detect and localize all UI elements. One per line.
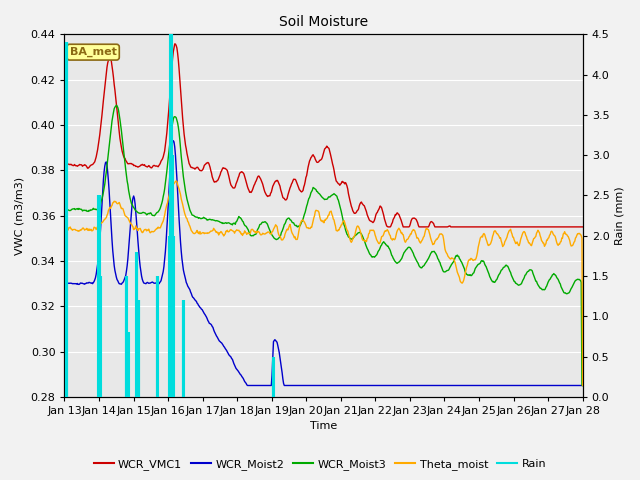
X-axis label: Time: Time [310,421,337,432]
Text: BA_met: BA_met [70,47,116,57]
Y-axis label: VWC (m3/m3): VWC (m3/m3) [15,177,25,254]
Title: Soil Moisture: Soil Moisture [279,15,368,29]
Legend: WCR_VMC1, WCR_Moist2, WCR_Moist3, Theta_moist, Rain: WCR_VMC1, WCR_Moist2, WCR_Moist3, Theta_… [89,455,551,474]
Y-axis label: Rain (mm): Rain (mm) [615,186,625,245]
